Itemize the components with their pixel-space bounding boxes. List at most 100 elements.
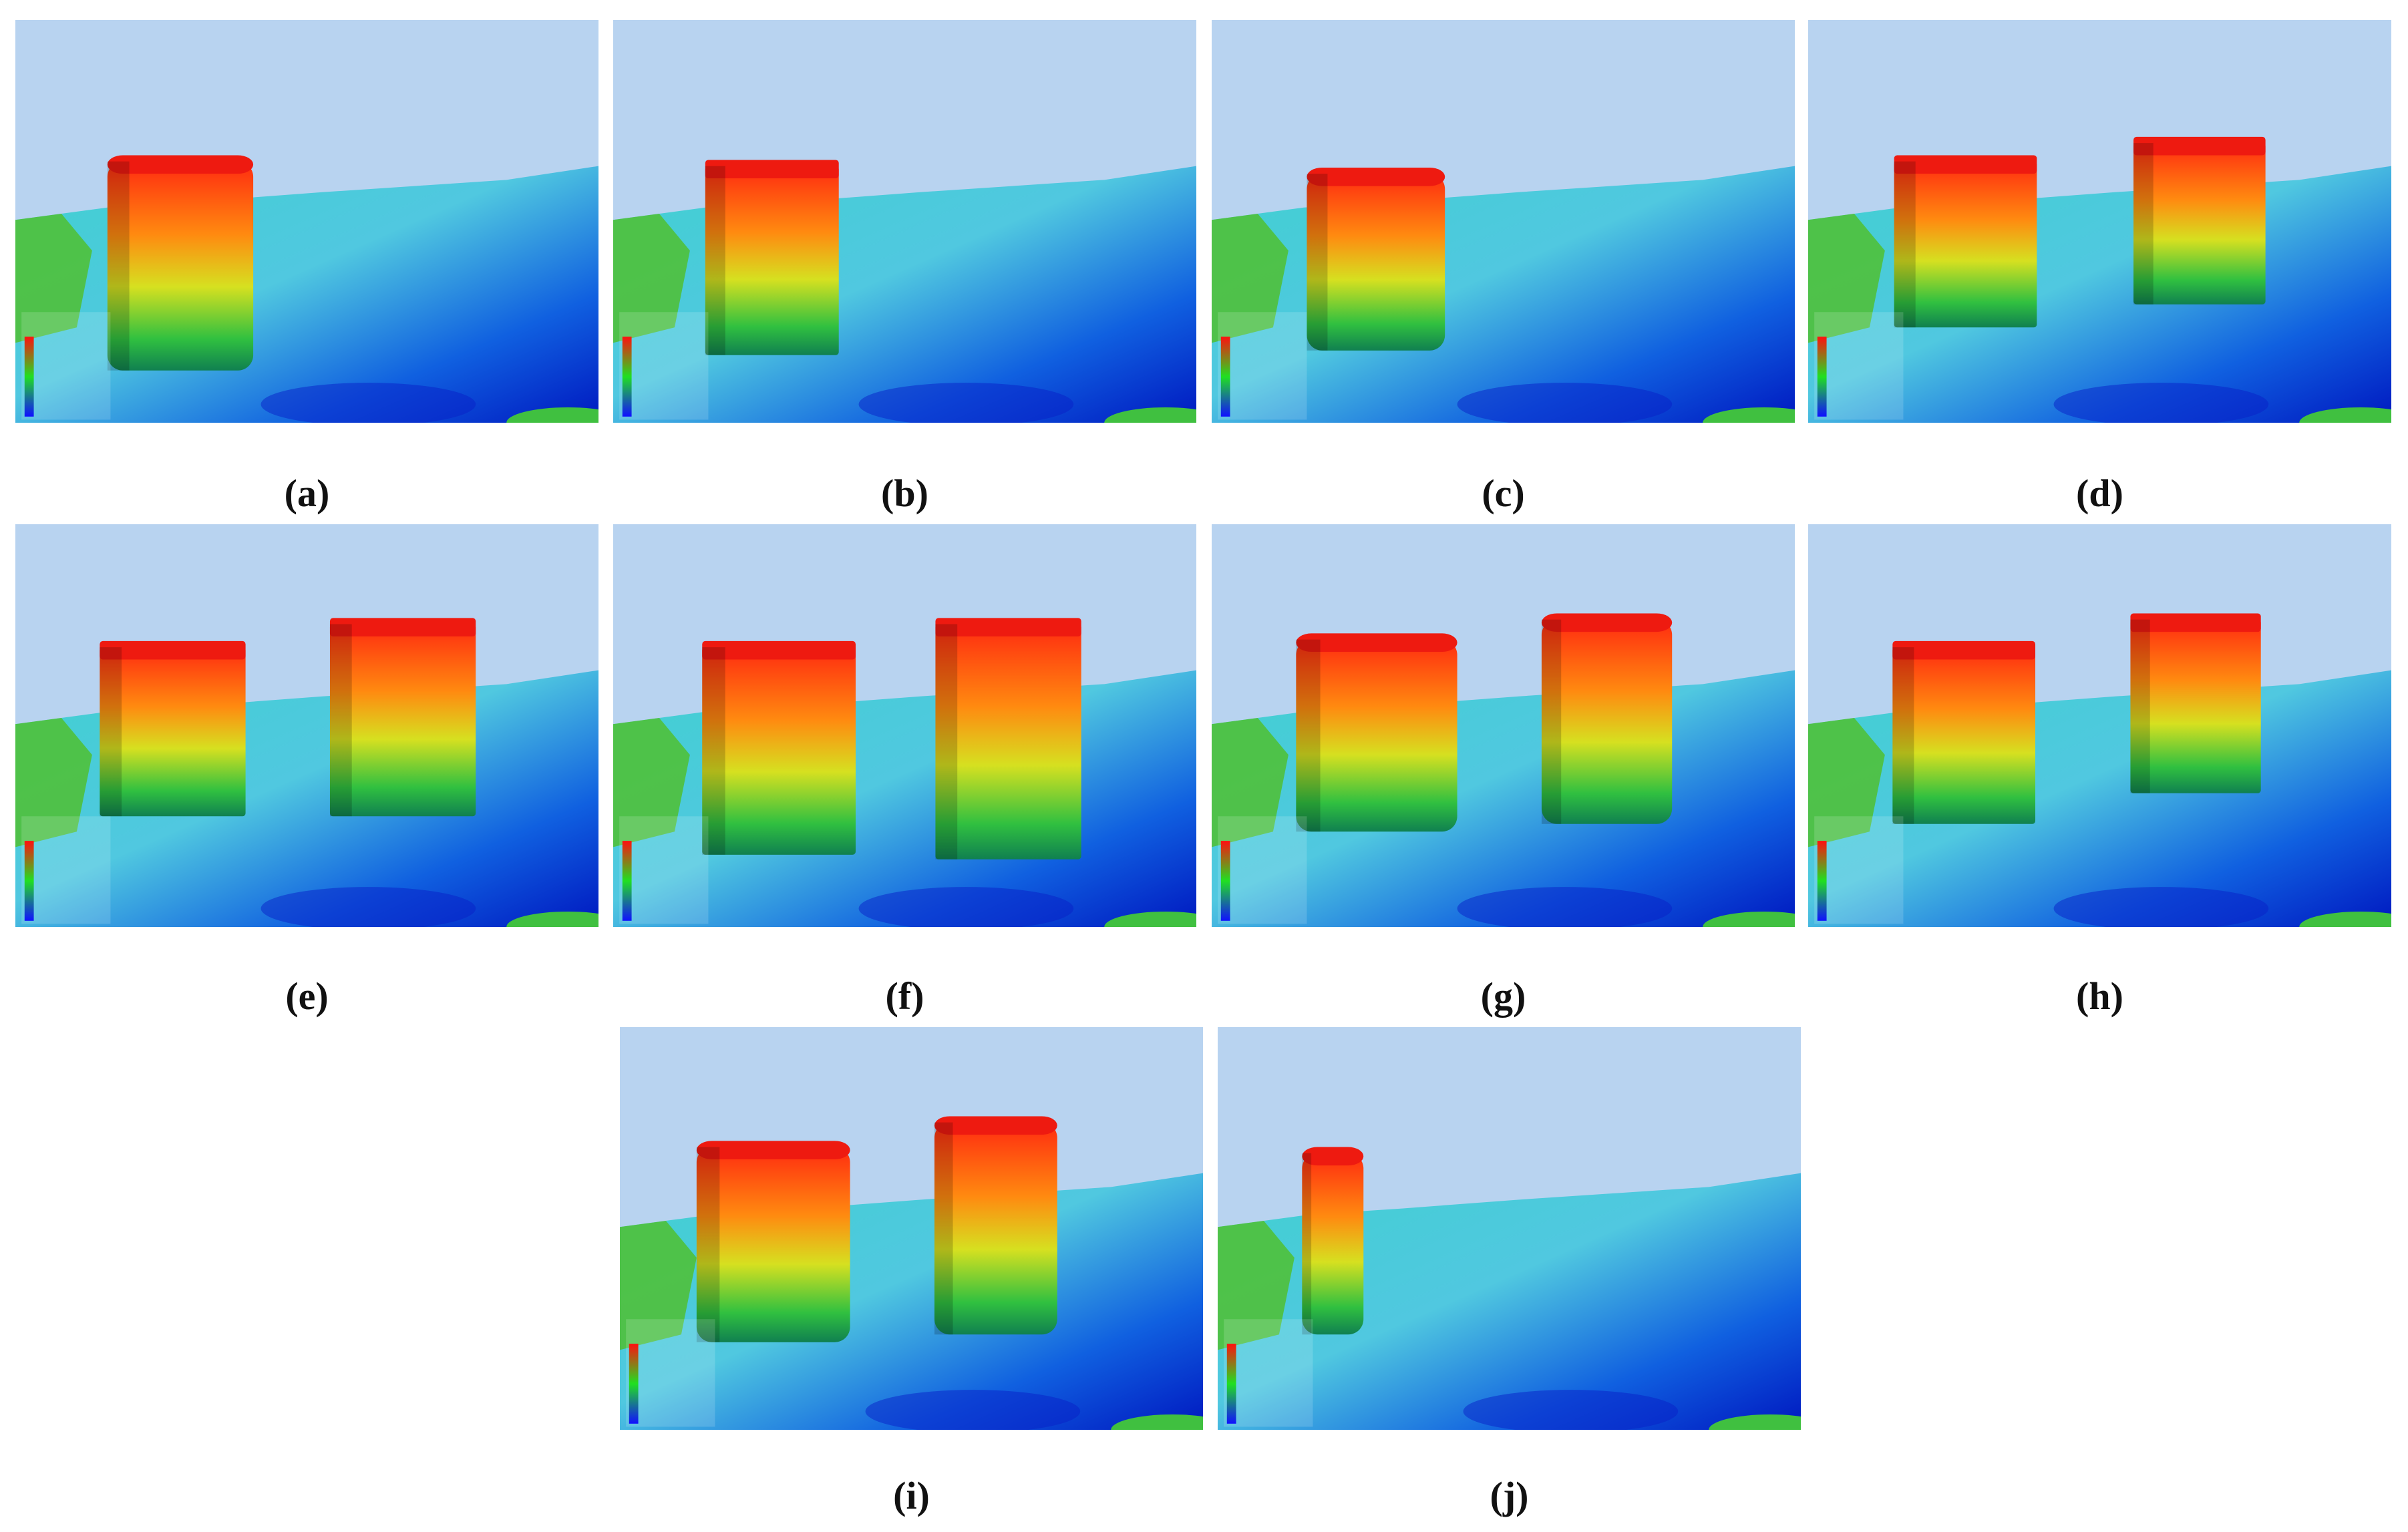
building	[2133, 143, 2266, 305]
building-roof	[935, 618, 1081, 637]
building	[696, 1147, 850, 1342]
legend-colorbar	[24, 337, 34, 417]
building-roof	[1302, 1147, 1364, 1166]
building-roof	[1894, 155, 2037, 174]
render-panel	[1218, 1027, 1801, 1430]
building	[1307, 174, 1445, 351]
building	[1302, 1153, 1364, 1335]
legend-colorbar	[622, 337, 632, 417]
building-roof	[1307, 167, 1445, 186]
building-roof	[329, 618, 476, 637]
panel-caption: (g)	[1480, 974, 1526, 1018]
building-shade	[934, 1122, 953, 1335]
legend-colorbar	[1817, 841, 1827, 921]
building-shade	[1296, 639, 1321, 832]
legend-box	[626, 1319, 715, 1427]
building-roof	[702, 640, 856, 660]
green-patch	[506, 911, 598, 927]
green-patch	[1212, 213, 1288, 343]
green-patch	[1212, 717, 1288, 847]
green-patch	[1703, 911, 1795, 927]
green-patch	[1104, 407, 1196, 423]
green-patch	[620, 1220, 697, 1350]
shadow	[261, 383, 476, 423]
render-panel	[1808, 524, 2391, 927]
green-patch	[15, 213, 92, 343]
panel-caption: (a)	[284, 471, 330, 515]
shadow	[865, 1390, 1081, 1430]
render-panel	[613, 524, 1196, 927]
green-patch	[15, 717, 92, 847]
building	[702, 647, 856, 855]
building	[329, 624, 476, 817]
legend-box	[1224, 1319, 1313, 1427]
render-panel	[1212, 20, 1795, 423]
legend-colorbar	[1817, 337, 1827, 417]
building	[2130, 619, 2261, 793]
building-shade	[705, 166, 725, 355]
terrain-render	[1212, 20, 1795, 423]
legend-box	[619, 816, 709, 924]
building-shade	[1307, 174, 1328, 351]
green-patch	[1808, 717, 1885, 847]
green-patch	[1703, 407, 1795, 423]
legend-colorbar	[1220, 841, 1230, 921]
building-roof	[1296, 633, 1457, 652]
render-panel	[15, 524, 598, 927]
green-patch	[1808, 213, 1885, 343]
building-roof	[1892, 640, 2036, 660]
building-shade	[696, 1147, 720, 1342]
terrain-render	[1218, 1027, 1801, 1430]
building-shade	[107, 161, 130, 371]
shadow	[1457, 887, 1673, 927]
building	[107, 161, 254, 371]
panel-caption: (b)	[881, 471, 928, 515]
legend-box	[21, 816, 111, 924]
panel-caption: (i)	[893, 1474, 930, 1517]
building	[705, 166, 839, 355]
building-roof	[934, 1116, 1057, 1135]
building-shade	[1302, 1153, 1312, 1335]
shadow	[858, 887, 1074, 927]
green-patch	[1111, 1414, 1203, 1430]
building	[1894, 161, 2037, 328]
green-patch	[1104, 911, 1196, 927]
building-roof	[696, 1141, 850, 1159]
legend-box	[619, 312, 709, 420]
green-patch	[613, 717, 690, 847]
green-patch	[506, 407, 598, 423]
shadow	[858, 383, 1074, 423]
shadow	[2053, 887, 2269, 927]
render-panel	[1212, 524, 1795, 927]
panel-caption: (f)	[885, 974, 924, 1018]
shadow	[261, 887, 476, 927]
legend-colorbar	[1226, 1344, 1236, 1424]
panel-caption: (c)	[1482, 471, 1525, 515]
legend-colorbar	[1220, 337, 1230, 417]
green-patch	[2299, 911, 2391, 927]
legend-colorbar	[24, 841, 34, 921]
panel-caption: (j)	[1490, 1474, 1529, 1517]
legend-box	[1814, 312, 1904, 420]
terrain-render	[15, 20, 598, 423]
render-panel	[613, 20, 1196, 423]
building-shade	[702, 647, 725, 855]
render-panel	[620, 1027, 1203, 1430]
render-panel	[1808, 20, 2391, 423]
building	[934, 1122, 1057, 1335]
green-patch	[1218, 1220, 1295, 1350]
shadow	[1457, 383, 1673, 423]
building-shade	[1894, 161, 1916, 328]
building	[1541, 619, 1673, 824]
legend-box	[1218, 312, 1307, 420]
building-roof	[100, 640, 246, 660]
panel-caption: (d)	[2076, 471, 2123, 515]
building-shade	[329, 624, 352, 817]
building-shade	[935, 624, 958, 859]
legend-box	[21, 312, 111, 420]
building-roof	[107, 155, 254, 174]
legend-colorbar	[629, 1344, 639, 1424]
building	[1892, 647, 2036, 824]
terrain-render	[1212, 524, 1795, 927]
